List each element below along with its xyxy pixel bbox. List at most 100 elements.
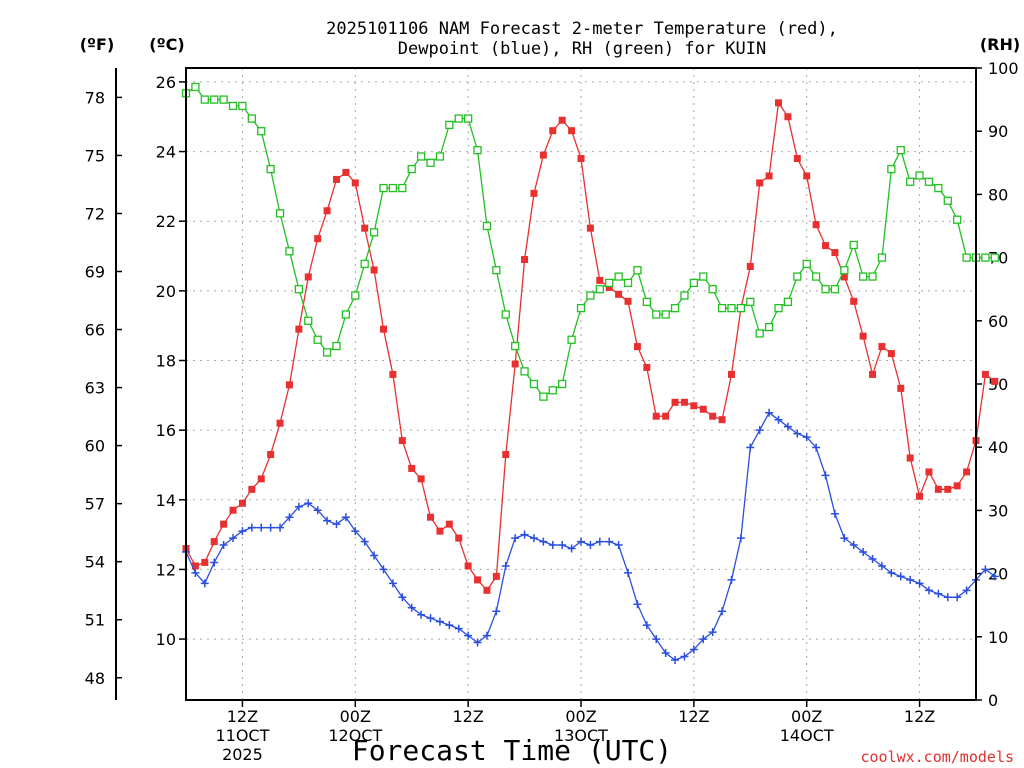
rh-point bbox=[463, 114, 473, 123]
rh-point bbox=[736, 304, 746, 313]
rh-point bbox=[294, 285, 304, 294]
rh-point bbox=[689, 278, 699, 288]
rh-point bbox=[774, 304, 783, 313]
dewpoint-point bbox=[229, 534, 238, 543]
dewpoint-point bbox=[755, 426, 764, 435]
dewpoint-point bbox=[595, 537, 604, 546]
rh-point bbox=[962, 253, 971, 262]
rh-point bbox=[407, 164, 416, 174]
rh-point bbox=[652, 310, 661, 319]
rh-point bbox=[266, 164, 275, 174]
temperature-point bbox=[596, 276, 604, 284]
temperature-point bbox=[577, 155, 585, 163]
dewpoint-point bbox=[323, 516, 332, 525]
rh-point bbox=[398, 183, 407, 193]
rh-point bbox=[548, 386, 557, 395]
rh-point bbox=[981, 253, 990, 262]
fahrenheit-tick-label: 57 bbox=[85, 495, 105, 514]
rh-point bbox=[200, 95, 209, 104]
dewpoint-point bbox=[341, 513, 350, 522]
dewpoint-point bbox=[407, 603, 416, 612]
celsius-tick-label: 16 bbox=[156, 421, 176, 440]
dewpoint-point bbox=[849, 541, 858, 550]
temperature-point bbox=[850, 297, 858, 305]
rh-point bbox=[247, 114, 256, 123]
temperature-point bbox=[229, 506, 237, 514]
dewpoint-point bbox=[586, 541, 595, 550]
temperature-point bbox=[455, 534, 463, 542]
temperature-point bbox=[662, 412, 670, 420]
dewpoint-point bbox=[652, 635, 661, 644]
series bbox=[181, 82, 999, 664]
rh-tick-label: 90 bbox=[988, 122, 1008, 141]
dewpoint-point bbox=[238, 527, 247, 536]
celsius-tick-label: 22 bbox=[156, 212, 176, 231]
dewpoint-point bbox=[689, 645, 698, 654]
temperature-point bbox=[417, 475, 425, 483]
temperature-point bbox=[690, 402, 698, 410]
x-tick-label: 12Z bbox=[227, 707, 258, 726]
temperature-point bbox=[304, 273, 312, 281]
temperature-point bbox=[981, 370, 989, 378]
dewpoint-point bbox=[445, 621, 454, 630]
temperature-point bbox=[624, 297, 632, 305]
dewpoint-point bbox=[332, 520, 341, 529]
temperature-point bbox=[408, 464, 416, 472]
dewpoint-point bbox=[266, 523, 275, 532]
rh-point bbox=[614, 272, 623, 281]
rh-point bbox=[492, 266, 501, 275]
rh-point bbox=[351, 291, 360, 300]
rh-point bbox=[313, 335, 322, 344]
dewpoint-point bbox=[793, 429, 802, 438]
temperature-point bbox=[511, 360, 519, 368]
rh-point bbox=[642, 297, 651, 306]
plot-frame bbox=[185, 67, 977, 701]
dewpoint-point bbox=[501, 561, 510, 570]
dewpoint-point bbox=[520, 530, 529, 539]
dewpoint-point bbox=[511, 534, 520, 543]
rh-tick-label: 40 bbox=[988, 438, 1008, 457]
temperature-point bbox=[342, 168, 350, 176]
celsius-tick-label: 24 bbox=[156, 143, 176, 162]
x-axis-title: Forecast Time (UTC) bbox=[352, 734, 672, 767]
rh-point bbox=[558, 379, 567, 389]
series-temperature bbox=[182, 99, 999, 594]
dewpoint-point bbox=[680, 652, 689, 661]
temperature-point bbox=[944, 485, 952, 493]
rh-point bbox=[943, 196, 952, 205]
rh-point bbox=[341, 310, 351, 319]
temperature-point bbox=[332, 175, 340, 183]
rh-point bbox=[830, 285, 840, 294]
rh-tick-label: 0 bbox=[988, 691, 998, 710]
rh-point bbox=[727, 304, 736, 313]
dewpoint-point bbox=[285, 513, 294, 522]
rh-point bbox=[915, 171, 924, 180]
rh-tick-label: 80 bbox=[988, 185, 1008, 204]
dewpoint-point bbox=[671, 655, 680, 664]
rh-point bbox=[924, 177, 934, 186]
series-dewpoint bbox=[182, 408, 999, 664]
rh-point bbox=[445, 120, 454, 130]
dewpoint-point bbox=[473, 638, 482, 647]
x-tick-label: 00Z bbox=[340, 707, 371, 726]
temperature-point bbox=[257, 475, 265, 483]
temperature-point bbox=[812, 221, 820, 229]
dewpoint-point bbox=[746, 443, 755, 452]
dewpoint-point bbox=[915, 579, 924, 588]
rh-point bbox=[388, 183, 398, 193]
temperature-point bbox=[887, 350, 895, 358]
dewpoint-point bbox=[313, 506, 322, 515]
rh-point bbox=[595, 285, 604, 294]
fahrenheit-tick-label: 54 bbox=[85, 553, 105, 572]
x-tick-label: 2025 bbox=[222, 745, 263, 764]
rh-point bbox=[840, 266, 849, 275]
dewpoint-point bbox=[642, 621, 651, 630]
temperature-point bbox=[351, 179, 359, 187]
x-tick-label: 00Z bbox=[791, 707, 822, 726]
rh-point bbox=[811, 272, 821, 281]
rh-point bbox=[586, 291, 595, 300]
temperature-point bbox=[295, 325, 303, 333]
celsius-tick-label: 10 bbox=[156, 630, 176, 649]
fahrenheit-tick-label: 69 bbox=[85, 263, 105, 282]
rh-point bbox=[858, 272, 868, 281]
